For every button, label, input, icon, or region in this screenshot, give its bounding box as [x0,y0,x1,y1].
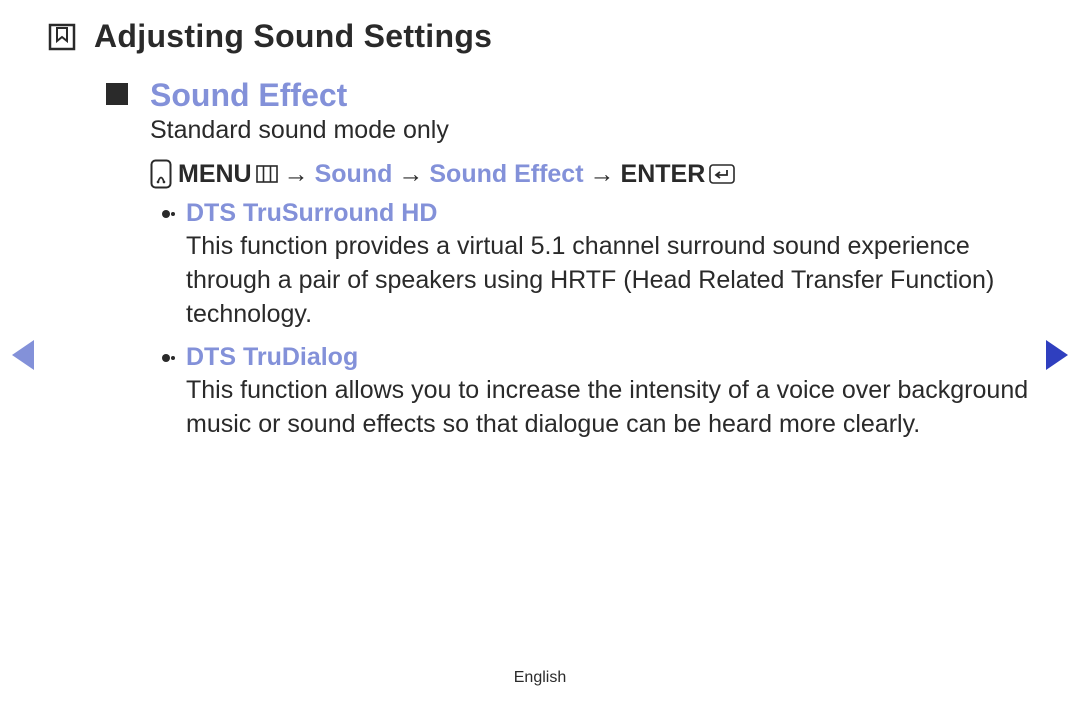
remote-osd-icon [150,159,172,189]
section: Sound Effect Standard sound mode only ME… [48,77,1032,442]
bullet-icon [162,210,170,218]
arrow-icon: → [398,160,423,189]
page-title: Adjusting Sound Settings [94,18,492,55]
arrow-icon: → [590,160,615,189]
bookmark-icon [48,23,76,51]
list-item: DTS TruDialog This function allows you t… [186,343,1032,442]
menu-label: MENU [178,160,252,189]
item-body: This function provides a virtual 5.1 cha… [186,230,1032,331]
item-list: DTS TruSurround HD This function provide… [150,199,1032,442]
enter-label: ENTER [621,160,706,189]
item-head: DTS TruDialog [186,343,1032,372]
enter-icon [709,164,735,184]
enter-key: ENTER [621,160,736,189]
section-note: Standard sound mode only [150,116,1032,145]
page: Adjusting Sound Settings Sound Effect St… [0,0,1080,705]
menu-key: MENU [178,160,278,189]
item-title: DTS TruDialog [186,343,358,372]
menu-icon [256,165,278,183]
nav-path-sound-effect: Sound Effect [429,160,583,189]
item-body: This function allows you to increase the… [186,374,1032,442]
prev-page-arrow-icon[interactable] [12,340,34,370]
nav-path-sound: Sound [315,160,393,189]
square-bullet-icon [106,83,128,105]
arrow-icon: → [284,160,309,189]
item-title: DTS TruSurround HD [186,199,437,228]
section-title: Sound Effect [150,77,347,114]
item-head: DTS TruSurround HD [186,199,1032,228]
section-head-row: Sound Effect [106,77,1032,114]
menu-path: MENU → Sound → Sound Effect → ENTER [150,159,1032,189]
title-row: Adjusting Sound Settings [48,18,1032,55]
next-page-arrow-icon[interactable] [1046,340,1068,370]
footer-language: English [0,669,1080,687]
bullet-icon [162,354,170,362]
list-item: DTS TruSurround HD This function provide… [186,199,1032,331]
